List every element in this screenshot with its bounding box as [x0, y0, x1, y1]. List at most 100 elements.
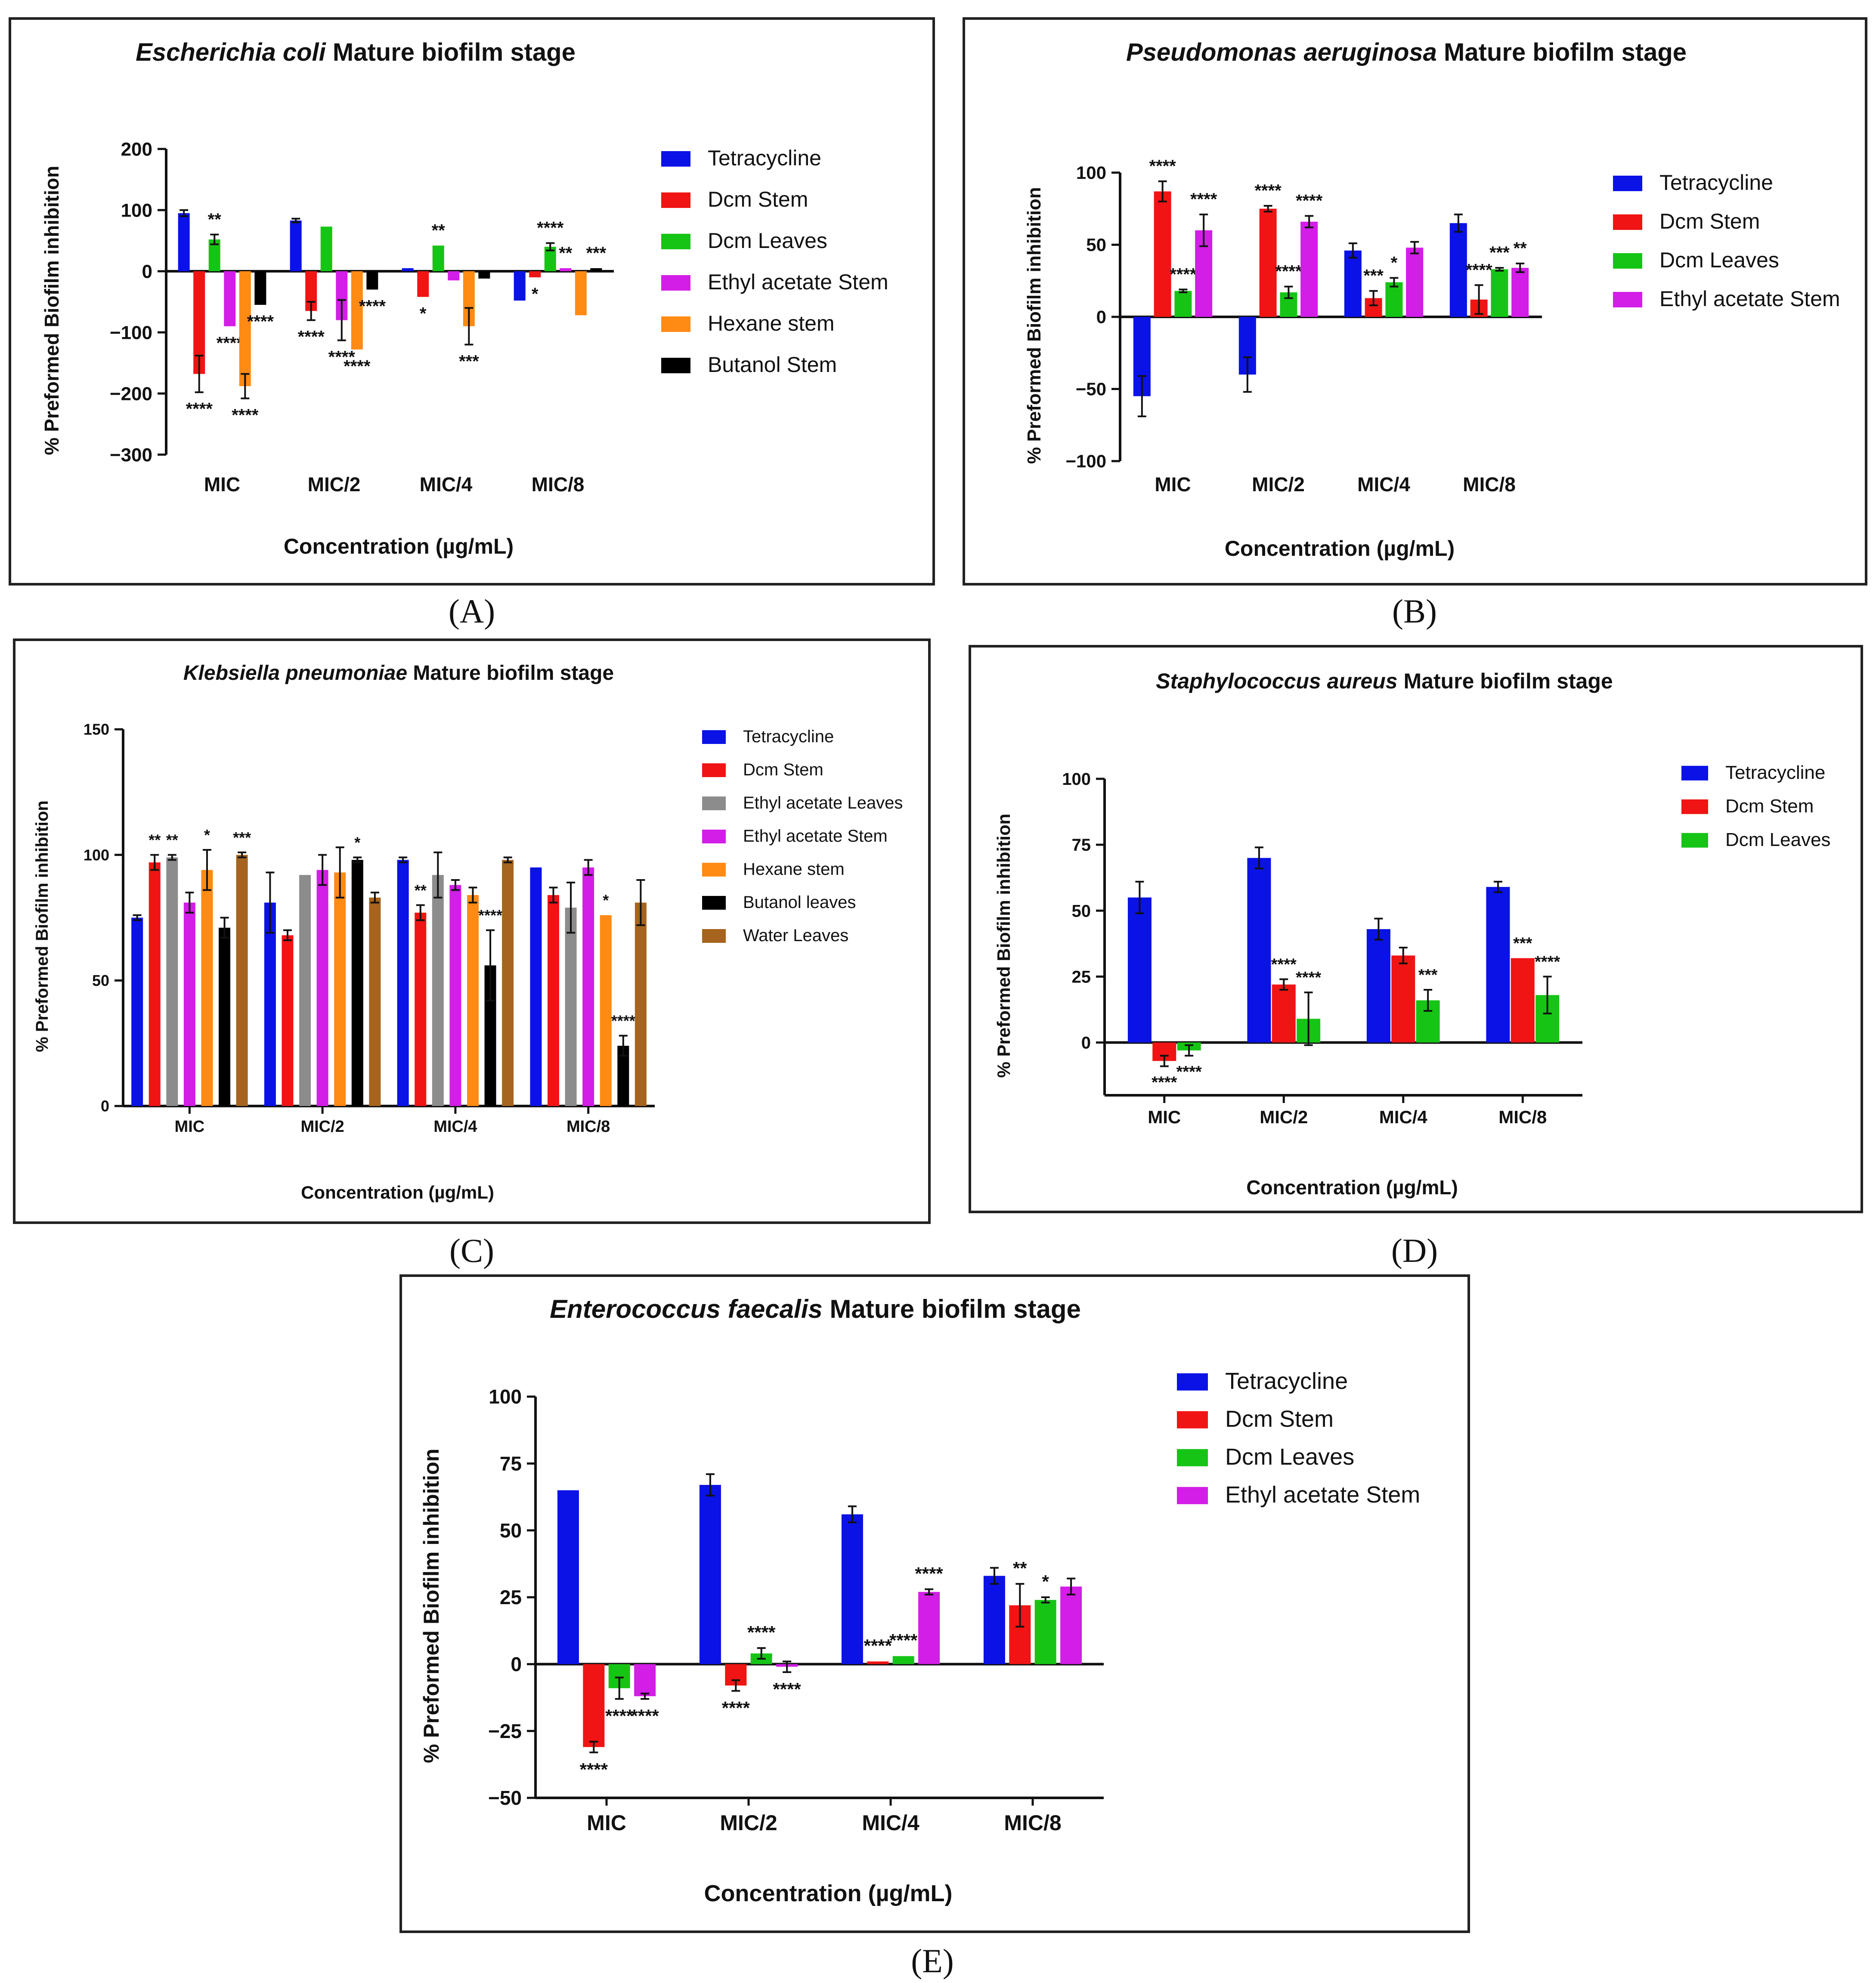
legend-label: Dcm Stem	[743, 760, 823, 779]
category-label: MIC	[1155, 473, 1191, 496]
x-axis-label: Concentration (µg/mL)	[1246, 1176, 1458, 1199]
category-label: MIC/8	[1498, 1107, 1547, 1127]
chart-title-c: Klebsiella pneumoniae Mature biofilm sta…	[183, 662, 614, 685]
bar-hexane-stem	[575, 271, 587, 316]
legend-label: Hexane stem	[743, 860, 845, 879]
bar-water-leaves	[236, 855, 248, 1106]
bar-ethyl-acetate-leaves	[565, 908, 577, 1106]
bar-tetracycline	[131, 917, 143, 1106]
bar-tetracycline	[514, 271, 526, 301]
significance-label: ****	[1170, 265, 1197, 284]
legend-label: Dcm Leaves	[1725, 829, 1831, 850]
bar-hexane-stem	[201, 870, 213, 1106]
category-label: MIC/4	[420, 473, 473, 496]
bar-dcm-stem	[1272, 984, 1296, 1043]
y-tick-label: 25	[1072, 967, 1091, 986]
y-tick-label: −25	[488, 1720, 522, 1742]
significance-label: *	[1042, 1571, 1049, 1592]
significance-label: ****	[359, 297, 386, 316]
legend-swatch	[1613, 292, 1642, 307]
significance-label: ***	[233, 829, 251, 846]
legend-swatch	[661, 316, 690, 332]
significance-label: **	[166, 831, 178, 849]
legend-label: Butanol Stem	[708, 353, 837, 377]
bar-dcm-leaves	[1174, 291, 1192, 317]
legend-swatch	[661, 192, 690, 208]
bar-butanol-stem	[590, 268, 602, 271]
legend-swatch	[702, 763, 726, 777]
significance-label: ****	[915, 1563, 943, 1583]
bar-dcm-stem	[282, 935, 294, 1106]
y-tick-label: 0	[101, 1097, 109, 1115]
bar-tetracycline	[557, 1490, 579, 1664]
title-species: Enterococcus faecalis	[550, 1295, 823, 1323]
legend-swatch	[702, 830, 726, 843]
significance-label: ****	[722, 1698, 750, 1718]
bar-dcm-leaves	[892, 1656, 914, 1664]
bar-tetracycline	[402, 268, 414, 271]
y-tick-label: 0	[1096, 307, 1106, 327]
significance-label: ****	[580, 1759, 608, 1779]
bar-dcm-stem	[583, 1664, 605, 1747]
bar-water-leaves	[369, 897, 381, 1106]
significance-label: **	[149, 831, 161, 849]
bar-hexane-stem	[351, 271, 363, 350]
figure-label-b: (B)	[1392, 592, 1437, 630]
title-rest: Mature biofilm stage	[1437, 38, 1687, 66]
bar-tetracycline	[983, 1576, 1005, 1664]
significance-label: *	[420, 304, 427, 323]
bar-tetracycline	[178, 213, 190, 271]
category-label: MIC/8	[1463, 473, 1516, 496]
legend-label: Dcm Stem	[708, 187, 808, 211]
bar-butanol-leaves	[351, 860, 363, 1106]
legend-label: Tetracycline	[1225, 1368, 1348, 1394]
bar-ethyl-acetate-stem	[183, 902, 195, 1106]
panel-b: Pseudomonas aeruginosa Mature biofilm st…	[963, 17, 1867, 586]
legend-swatch	[1613, 214, 1642, 230]
chart-title-d: Staphylococcus aureus Mature biofilm sta…	[1156, 669, 1613, 693]
legend-label: Tetracycline	[743, 727, 834, 746]
significance-label: ****	[217, 334, 244, 353]
significance-label: ***	[1513, 935, 1532, 953]
bar-tetracycline	[1449, 223, 1467, 317]
chart-svg-b: Pseudomonas aeruginosa Mature biofilm st…	[1024, 38, 1840, 561]
significance-label: ****	[864, 1636, 892, 1656]
category-label: MIC	[175, 1118, 205, 1136]
y-tick-label: 75	[1072, 836, 1091, 855]
significance-label: ****	[298, 328, 325, 347]
y-tick-label: 100	[1076, 163, 1106, 183]
chart-title-b: Pseudomonas aeruginosa Mature biofilm st…	[1126, 38, 1687, 66]
bar-dcm-stem	[417, 271, 429, 297]
bar-ethyl-acetate-stem	[316, 870, 328, 1106]
legend-swatch	[1177, 1487, 1208, 1504]
bar-ethyl-acetate-leaves	[432, 875, 444, 1106]
legend-label: Dcm Stem	[1725, 796, 1814, 817]
significance-label: ***	[586, 244, 606, 263]
bar-ethyl-acetate-stem	[1406, 248, 1424, 317]
bar-ethyl-acetate-stem	[560, 268, 572, 271]
y-axis-label: % Preformed Biofilm inhibition	[994, 814, 1014, 1078]
title-rest: Mature biofilm stage	[1398, 669, 1613, 693]
title-species: Staphylococcus aureus	[1156, 669, 1397, 693]
significance-label: ****	[247, 312, 274, 331]
bar-dcm-stem	[415, 912, 427, 1106]
category-label: MIC/8	[532, 473, 585, 496]
y-tick-label: −50	[488, 1787, 522, 1809]
bar-tetracycline	[699, 1485, 721, 1664]
category-label: MIC/2	[1252, 473, 1305, 496]
significance-label: ****	[537, 219, 564, 238]
bar-ethyl-acetate-stem	[1300, 221, 1318, 317]
category-label: MIC	[587, 1811, 626, 1835]
bar-ethyl-acetate-leaves	[166, 857, 178, 1106]
category-label: MIC/2	[308, 473, 361, 496]
bar-dcm-leaves	[1385, 282, 1403, 317]
y-tick-label: 150	[84, 721, 109, 738]
significance-label: ***	[1363, 266, 1384, 285]
legend-swatch	[702, 730, 726, 744]
y-tick-label: −50	[1076, 379, 1106, 399]
title-rest: Mature biofilm stage	[326, 38, 576, 66]
bar-tetracycline	[1247, 858, 1271, 1043]
y-tick-label: −200	[110, 383, 152, 404]
bar-tetracycline	[397, 860, 409, 1106]
significance-label: ****	[1149, 157, 1176, 176]
